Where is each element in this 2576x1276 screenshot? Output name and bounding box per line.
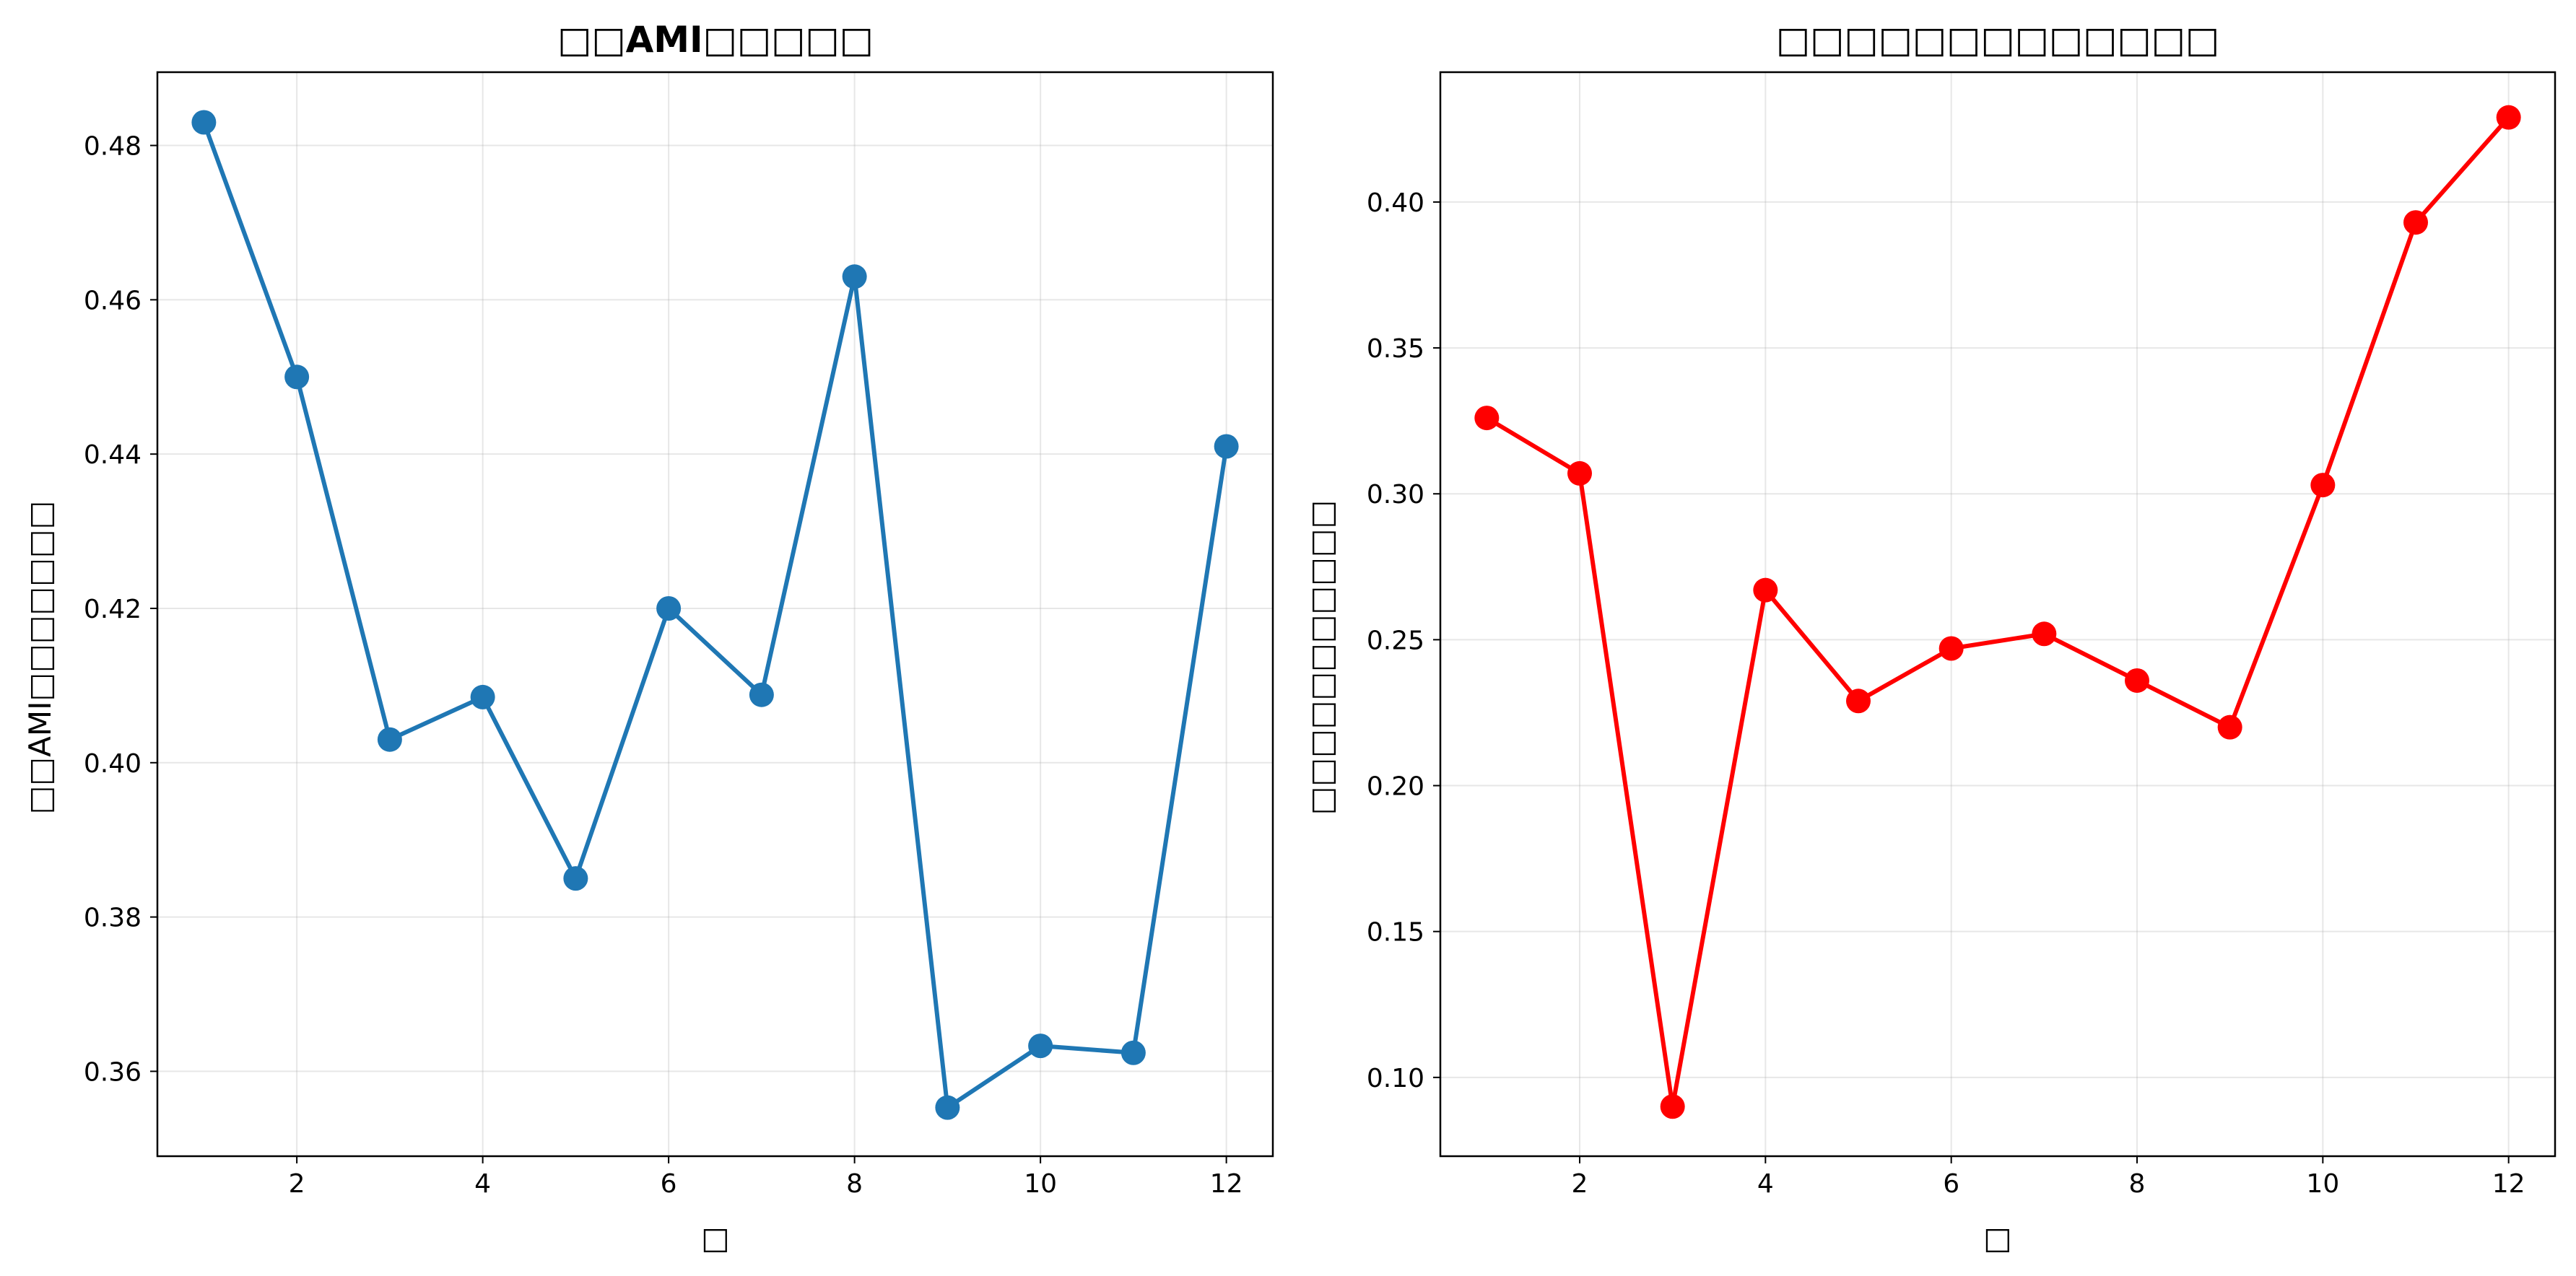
plot-frame [1439,71,2557,1158]
data-point [1846,689,1871,714]
chart-title: □□□□□□□□□□□□□ [1776,19,2219,61]
data-point [1753,577,1778,603]
x-tick-label: 12 [1210,1169,1243,1199]
grid [1440,72,2555,1156]
data-point [1214,434,1239,459]
data-point [935,1095,960,1120]
series-line [1485,115,2510,1109]
data-point [284,364,310,390]
chart-title: □□AMI□□□□□ [557,19,874,61]
x-axis-label: □ [701,1220,730,1256]
data-point [656,595,682,621]
x-tick-label: 2 [1572,1169,1588,1199]
y-tick-label: 0.38 [84,904,142,933]
grid [157,72,1273,1156]
data-point [1028,1034,1053,1059]
x-tick-label: 8 [846,1169,863,1199]
data-point [2125,668,2149,693]
data-point [2403,210,2428,235]
ticks: 2 4 6 8 10 12 0.36 0.38 0.40 0.42 0.44 0.46 0.48 [84,132,1243,1199]
data-point [470,684,495,709]
y-tick-label: 0.42 [84,595,142,624]
y-tick-label: 0.46 [84,286,142,315]
data-point [2032,621,2057,647]
ticks: 2 4 6 8 10 12 0.10 0.15 0.20 0.25 0.30 0.35 0.40 [1367,188,2525,1199]
y-tick-label: 0.25 [1367,626,1424,655]
x-tick-label: 4 [474,1169,491,1199]
y-tick-label: 0.36 [84,1057,142,1087]
x-tick-label: 10 [2306,1169,2339,1199]
y-tick-label: 0.44 [84,440,142,470]
y-tick-label: 0.48 [84,132,142,162]
data-point [2217,715,2242,740]
data-point [377,727,402,752]
x-tick-label: 6 [661,1169,677,1199]
y-tick-label: 0.10 [1367,1064,1424,1093]
x-tick-label: 4 [1757,1169,1774,1199]
markers [191,110,1239,1120]
y-axis-label: □□□□□□□□□□□ [1304,500,1339,816]
data-point [842,264,867,289]
data-point [191,110,217,135]
data-point [1938,636,1964,661]
y-tick-label: 0.20 [1367,772,1424,802]
plot-frame [156,71,1274,1158]
x-tick-label: 2 [289,1169,305,1199]
x-tick-label: 8 [2129,1169,2146,1199]
data-point [1660,1094,1685,1119]
data-point [749,682,774,707]
data-point [2310,473,2336,498]
markers [1474,105,2521,1119]
data-point [2496,105,2521,130]
y-tick-label: 0.40 [84,749,142,779]
x-tick-label: 12 [2492,1169,2525,1199]
y-tick-label: 0.35 [1367,334,1424,364]
chart-layer-metric: □□□□□□□□□□□□□ □ □□□□□□□□□□□ 2 4 6 8 10 12 0.10… [1304,19,2557,1256]
y-tick-label: 0.15 [1367,918,1424,948]
chart-ami-by-layer: □□AMI□□□□□ □ □□AMI□□□□□□□ 2 4 6 8 10 12 0.36 0.… [22,19,1274,1256]
y-tick-label: 0.40 [1367,188,1424,218]
x-tick-label: 10 [1024,1169,1057,1199]
data-point [1121,1040,1146,1065]
y-axis-label: □□AMI□□□□□□□ [22,501,58,815]
data-point [563,866,588,891]
x-axis-label: □ [1983,1220,2012,1256]
data-point [1567,460,1592,486]
x-tick-label: 6 [1943,1169,1959,1199]
data-point [1474,406,1500,431]
y-tick-label: 0.30 [1367,480,1424,510]
series-line [201,121,1229,1110]
